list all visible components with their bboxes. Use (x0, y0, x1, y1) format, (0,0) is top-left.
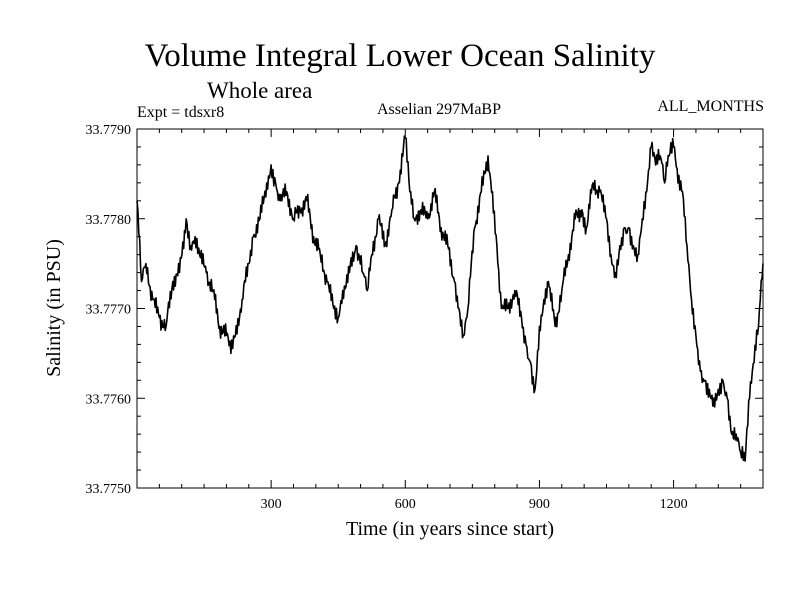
x-tick-labels: 300 600 900 1200 (261, 497, 688, 512)
experiment-label: Expt = tdsxr8 (137, 104, 225, 121)
x-axis-label: Time (in years since start) (346, 518, 554, 540)
x-tick-label: 600 (395, 497, 416, 512)
y-tick-label: 33.7770 (86, 303, 132, 318)
months-label: ALL_MONTHS (657, 98, 764, 115)
y-tick-label: 33.7790 (86, 123, 132, 138)
y-tick-labels: 33.7750 33.7760 33.7770 33.7780 33.7790 (86, 123, 132, 497)
salinity-series-line (136, 135, 764, 462)
x-tick-label: 1200 (660, 497, 688, 512)
chart-title: Volume Integral Lower Ocean Salinity (144, 38, 656, 74)
y-tick-label: 33.7780 (86, 213, 132, 228)
y-tick-label: 33.7750 (86, 482, 132, 497)
period-label: Asselian 297MaBP (377, 101, 501, 118)
chart-subtitle: Whole area (207, 78, 313, 103)
x-tick-label: 300 (261, 497, 282, 512)
x-tick-label: 900 (529, 497, 550, 512)
y-tick-label: 33.7760 (86, 392, 132, 407)
tick-marks (137, 128, 763, 489)
y-axis-label: Salinity (in PSU) (43, 239, 65, 377)
plot-frame (136, 128, 764, 489)
